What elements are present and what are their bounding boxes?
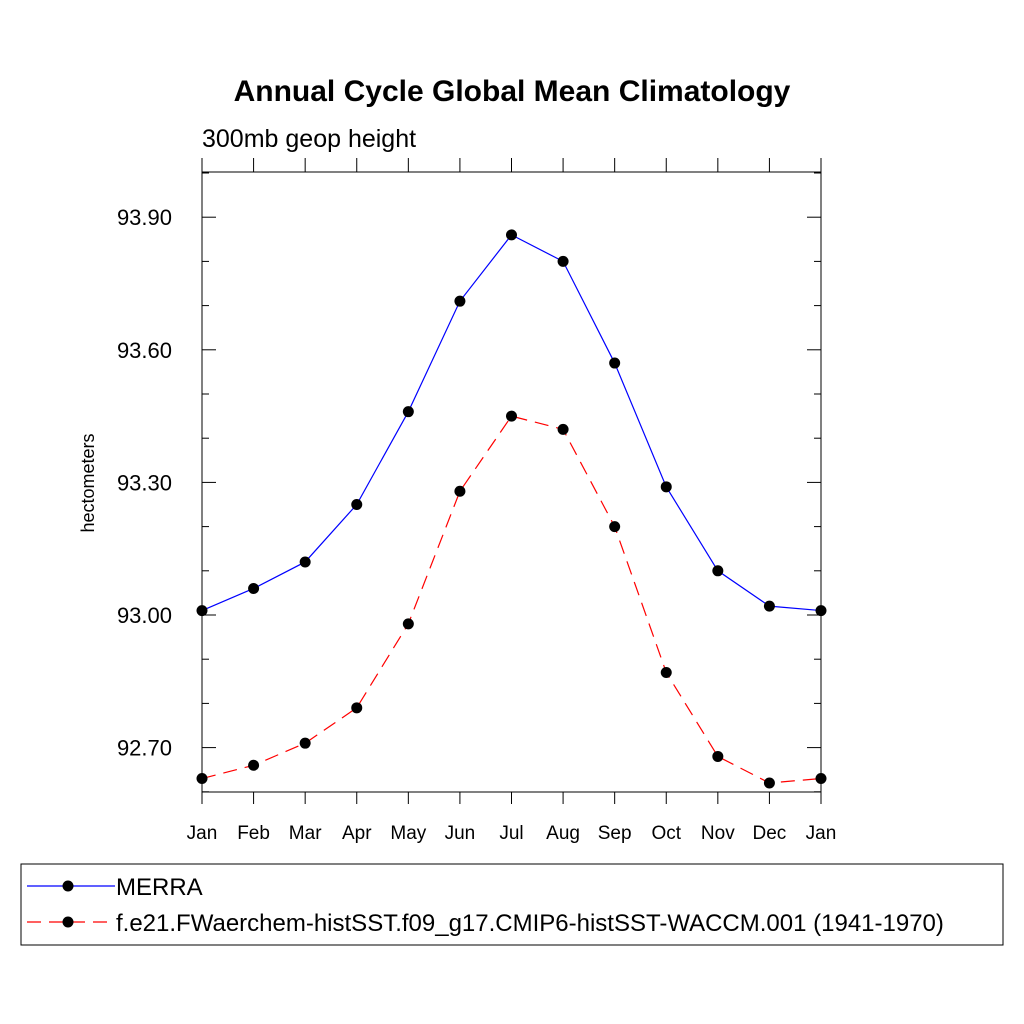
data-point-s0-8 bbox=[609, 357, 621, 369]
y-tick-label-4: 93.90 bbox=[117, 205, 172, 230]
chart-subtitle: 300mb geop height bbox=[202, 125, 416, 153]
data-point-s1-0 bbox=[196, 773, 208, 785]
data-point-s1-4 bbox=[402, 618, 414, 630]
data-point-s1-5 bbox=[454, 485, 466, 497]
x-tick-label-2: Mar bbox=[289, 823, 322, 844]
x-tick-label-0: Jan bbox=[187, 823, 218, 844]
data-point-s1-3 bbox=[351, 702, 363, 714]
data-point-s0-12 bbox=[815, 605, 827, 617]
y-tick-labels: 92.70 93.00 93.30 93.60 93.90 bbox=[117, 205, 172, 760]
data-point-s1-2 bbox=[299, 737, 311, 749]
data-point-s1-9 bbox=[660, 666, 672, 678]
x-tick-label-7: Aug bbox=[546, 823, 580, 844]
x-tick-label-8: Sep bbox=[598, 823, 632, 844]
x-tick-label-5: Jun bbox=[445, 823, 476, 844]
x-tick-label-6: Jul bbox=[499, 823, 523, 844]
data-point-s0-9 bbox=[660, 481, 672, 493]
data-point-s0-5 bbox=[454, 295, 466, 307]
series-line-0 bbox=[201, 234, 822, 612]
x-tick-label-9: Oct bbox=[651, 823, 681, 844]
chart-title: Annual Cycle Global Mean Climatology bbox=[234, 75, 791, 108]
legend-marker-1 bbox=[62, 916, 74, 928]
x-tick-label-3: Apr bbox=[342, 823, 372, 844]
data-point-s1-6 bbox=[506, 410, 517, 422]
data-point-s0-2 bbox=[299, 556, 311, 568]
x-tick-label-4: May bbox=[390, 823, 426, 844]
data-point-s1-8 bbox=[609, 521, 621, 533]
plot-frame bbox=[201, 171, 822, 793]
y-tick-label-3: 93.60 bbox=[117, 338, 172, 363]
x-tick-label-11: Dec bbox=[753, 823, 787, 844]
series-line-1 bbox=[201, 415, 822, 784]
x-tick-labels: Jan Feb Mar Apr May Jun Jul Aug Sep Oct Nov Dec Jan bbox=[187, 823, 837, 844]
series-layer bbox=[196, 229, 827, 789]
x-tick-label-12: Jan bbox=[806, 823, 837, 844]
y-tick-label-2: 93.30 bbox=[117, 470, 172, 495]
data-point-s0-11 bbox=[763, 600, 775, 612]
data-point-s0-10 bbox=[712, 565, 724, 577]
data-point-s0-3 bbox=[351, 499, 363, 510]
data-point-s1-11 bbox=[763, 777, 775, 789]
axis-ticks bbox=[201, 158, 822, 804]
x-tick-label-1: Feb bbox=[237, 823, 270, 844]
x-tick-label-10: Nov bbox=[701, 823, 735, 844]
data-point-s0-6 bbox=[506, 229, 517, 241]
y-tick-label-1: 93.00 bbox=[117, 603, 172, 628]
data-point-s1-10 bbox=[712, 750, 724, 762]
legend-box bbox=[20, 863, 1004, 946]
legend: MERRA f.e21.FWaerchem-histSST.f09_g17.CMI… bbox=[27, 874, 944, 937]
legend-label-1: f.e21.FWaerchem-histSST.f09_g17.CMIP6-hi… bbox=[116, 910, 944, 937]
legend-marker-0 bbox=[62, 880, 74, 892]
data-point-s0-4 bbox=[402, 406, 414, 418]
data-point-s1-7 bbox=[557, 423, 569, 435]
y-tick-label-0: 92.70 bbox=[117, 736, 172, 761]
data-point-s0-0 bbox=[196, 605, 208, 617]
data-point-s0-1 bbox=[248, 582, 260, 594]
data-point-s0-7 bbox=[557, 255, 569, 267]
data-point-s1-1 bbox=[248, 759, 260, 771]
y-axis-label: hectometers bbox=[78, 433, 98, 532]
legend-label-0: MERRA bbox=[116, 874, 203, 901]
data-point-s1-12 bbox=[815, 773, 827, 785]
